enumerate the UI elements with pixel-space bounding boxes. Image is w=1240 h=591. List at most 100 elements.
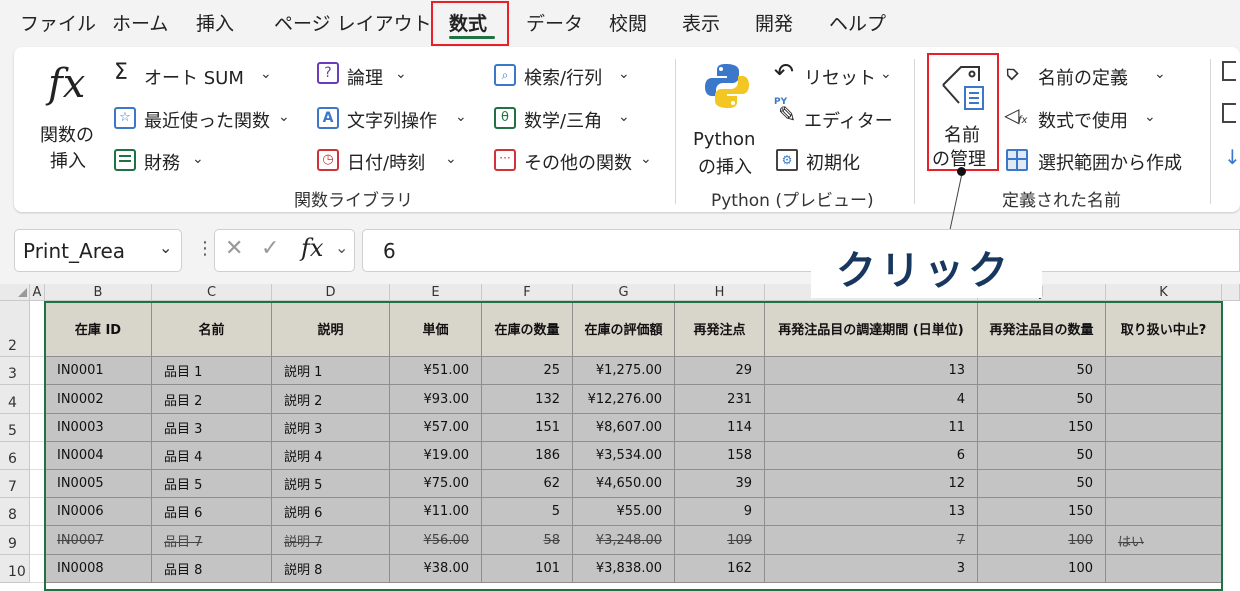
table-cell[interactable]: 3 [765,555,978,583]
insert-function-icon[interactable]: fx [301,234,324,262]
table-cell[interactable]: ¥12,276.00 [573,385,675,414]
table-cell[interactable]: 162 [675,555,765,583]
table-cell[interactable]: 説明 2 [272,385,390,414]
row-header[interactable]: 5 [0,414,30,442]
table-cell[interactable]: 11 [765,414,978,442]
table-cell[interactable]: IN0001 [45,357,152,385]
table-cell[interactable]: 品目 8 [152,555,272,583]
editor-button[interactable]: PY ✎ エディター [774,97,893,133]
table-cell[interactable]: ¥75.00 [390,470,482,498]
column-header[interactable]: F [482,284,573,301]
more-functions-button[interactable]: ··· その他の関数 ⌄ [494,147,659,175]
table-cell[interactable]: 5 [482,498,573,526]
column-header[interactable]: A [30,284,45,301]
cell[interactable] [30,498,45,526]
table-cell[interactable]: 109 [675,526,765,555]
table-header-cell[interactable]: 在庫 ID [45,301,152,357]
column-header[interactable]: H [675,284,765,301]
table-cell[interactable]: 114 [675,414,765,442]
row-header[interactable]: 10 [0,555,30,583]
table-cell[interactable] [1106,442,1222,470]
table-header-cell[interactable]: 説明 [272,301,390,357]
row-header[interactable]: 3 [0,357,30,385]
initialize-button[interactable]: ⚙ 初期化 [774,147,874,175]
insert-function-button[interactable]: fx 関数の 挿入 [32,55,102,175]
row-header[interactable]: 6 [0,442,30,470]
table-cell[interactable]: ¥3,534.00 [573,442,675,470]
datetime-button[interactable]: ◷ 日付/時刻 ⌄ [317,147,467,175]
table-cell[interactable]: 6 [765,442,978,470]
table-cell[interactable]: ¥1,275.00 [573,357,675,385]
table-cell[interactable]: ¥4,650.00 [573,470,675,498]
table-cell[interactable]: 62 [482,470,573,498]
table-cell[interactable]: 12 [765,470,978,498]
use-in-formula-button[interactable]: ◁ fx 数式で使用 ⌄ [1004,103,1164,133]
table-cell[interactable]: 13 [765,357,978,385]
table-cell[interactable]: 150 [978,414,1106,442]
table-cell[interactable]: 132 [482,385,573,414]
reset-button[interactable]: ↶ リセット ⌄ [774,58,904,90]
table-cell[interactable] [1106,414,1222,442]
tab-help[interactable]: ヘルプ [829,13,887,35]
table-cell[interactable] [1106,555,1222,583]
select-all-corner[interactable] [0,284,30,301]
table-cell[interactable]: IN0008 [45,555,152,583]
table-cell[interactable]: 説明 6 [272,498,390,526]
define-name-button[interactable]: ⌂ 名前の定義 ⌄ [997,59,1165,90]
table-cell[interactable]: 品目 1 [152,357,272,385]
table-cell[interactable]: 品目 4 [152,442,272,470]
table-cell[interactable]: ¥38.00 [390,555,482,583]
tab-insert[interactable]: 挿入 [196,13,235,35]
table-cell[interactable]: 説明 4 [272,442,390,470]
name-box[interactable]: Print_Area ⌄ [14,229,182,272]
table-cell[interactable] [1106,498,1222,526]
cell[interactable] [30,555,45,583]
table-cell[interactable]: IN0005 [45,470,152,498]
confirm-icon[interactable]: ✓ [261,236,280,261]
table-cell[interactable]: ¥56.00 [390,526,482,555]
column-header[interactable]: B [45,284,152,301]
column-header[interactable]: C [152,284,272,301]
table-header-cell[interactable]: 在庫の評価額 [573,301,675,357]
more-options-icon[interactable]: ⋮ [196,238,214,259]
row-header[interactable]: 2 [0,301,30,357]
table-cell[interactable]: ¥8,607.00 [573,414,675,442]
table-cell[interactable]: 4 [765,385,978,414]
arrow-down-icon[interactable]: ↓ [1224,145,1240,169]
column-header[interactable]: D [272,284,390,301]
table-cell[interactable]: 151 [482,414,573,442]
table-cell[interactable]: 9 [675,498,765,526]
tab-developer[interactable]: 開発 [755,13,794,35]
table-cell[interactable]: ¥3,248.00 [573,526,675,555]
table-cell[interactable]: 説明 5 [272,470,390,498]
cell[interactable] [30,526,45,555]
table-cell[interactable]: IN0007 [45,526,152,555]
table-header-cell[interactable]: 再発注品目の数量 [978,301,1106,357]
recent-functions-button[interactable]: ☆ 最近使った関数 ⌄ [114,105,299,133]
cell[interactable] [30,357,45,385]
table-cell[interactable]: 58 [482,526,573,555]
table-cell[interactable]: ¥11.00 [390,498,482,526]
table-cell[interactable]: IN0006 [45,498,152,526]
table-cell[interactable]: ¥93.00 [390,385,482,414]
table-cell[interactable]: 231 [675,385,765,414]
table-cell[interactable]: 25 [482,357,573,385]
math-button[interactable]: θ 数学/三角 ⌄ [494,105,634,133]
table-cell[interactable]: ¥55.00 [573,498,675,526]
row-header[interactable]: 4 [0,385,30,414]
table-cell[interactable] [1106,357,1222,385]
table-cell[interactable]: 説明 8 [272,555,390,583]
table-cell[interactable]: IN0003 [45,414,152,442]
table-cell[interactable]: ¥57.00 [390,414,482,442]
table-cell[interactable]: 説明 3 [272,414,390,442]
column-header[interactable]: K [1106,284,1222,301]
table-cell[interactable]: 100 [978,555,1106,583]
table-cell[interactable] [1106,385,1222,414]
tab-review[interactable]: 校閲 [609,13,648,35]
trace-dependents-icon[interactable] [1222,103,1236,123]
table-cell[interactable]: 7 [765,526,978,555]
name-manager-button[interactable]: 名前 の管理 [927,53,999,171]
tab-data[interactable]: データ [526,13,584,35]
financial-button[interactable]: 財務 ⌄ [114,147,214,175]
table-cell[interactable]: 186 [482,442,573,470]
